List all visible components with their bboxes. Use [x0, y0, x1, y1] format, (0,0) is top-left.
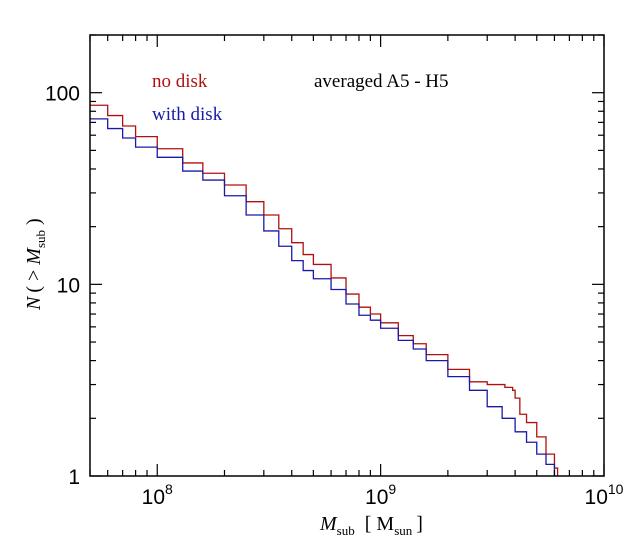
- annotation: averaged A5 - H5: [314, 71, 449, 92]
- x-tick-label: 109: [365, 481, 396, 509]
- plot-frame: [89, 34, 605, 477]
- legend-no-disk: no disk: [152, 71, 208, 92]
- series-line-1: [90, 118, 556, 476]
- y-tick-label: 100: [45, 83, 80, 106]
- x-axis-label: Msub[ Msun]: [319, 513, 423, 538]
- y-tick-label: 1: [68, 466, 80, 489]
- y-tick-label: 10: [57, 274, 80, 297]
- x-tick-label: 108: [142, 481, 173, 509]
- y-axis-label: N( > Msub ): [23, 218, 48, 311]
- ticks-layer: [89, 34, 605, 477]
- series-layer: [90, 104, 559, 476]
- tick-labels: 108 109 1010 1 10 100: [45, 83, 624, 509]
- x-tick-label: 1010: [585, 481, 624, 509]
- legend: no disk with disk: [152, 71, 223, 125]
- legend-with-disk: with disk: [152, 104, 223, 125]
- series-line-0: [90, 104, 559, 476]
